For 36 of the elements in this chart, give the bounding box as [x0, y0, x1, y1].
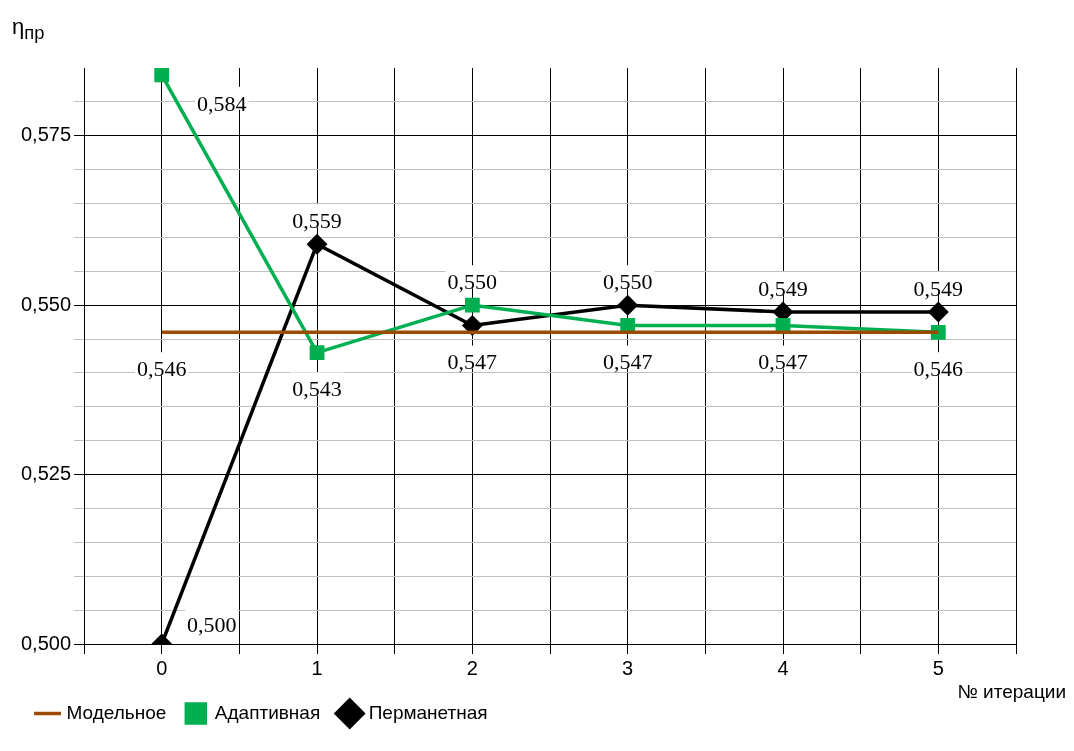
data-label: 0,550: [447, 268, 498, 294]
x-tick-label: 3: [622, 656, 634, 679]
point: [154, 68, 170, 83]
point: [620, 318, 636, 333]
point: [462, 315, 483, 336]
data-label: 0,559: [292, 207, 342, 233]
x-tick-label: 5: [932, 656, 944, 679]
data-label: 0,584: [196, 90, 247, 116]
y-tick-label: 0,500: [20, 631, 72, 654]
data-label: 0,547: [758, 349, 808, 375]
x-tick-label: 1: [311, 656, 323, 679]
y-tick-label: 0,550: [20, 292, 72, 315]
x-tick-label: 4: [777, 656, 789, 679]
data-label: 0,550: [602, 268, 653, 294]
point: [464, 297, 480, 313]
y-tick-label: 0,525: [20, 462, 72, 485]
data-label: 0,546: [913, 356, 964, 382]
point: [307, 234, 327, 254]
x-axis-title: № итерации: [957, 681, 1066, 703]
x-tick-label: 0: [156, 656, 168, 679]
data-label: 0,500: [186, 611, 237, 637]
data-label: 0,543: [292, 376, 342, 402]
data-label: 0,547: [602, 349, 653, 375]
data-label: 0,549: [913, 275, 964, 301]
legend-label: Перманетная: [368, 701, 488, 723]
y-axis-title: η$_{пр}$: [12, 14, 45, 45]
legend-label: Адаптивная: [214, 701, 321, 723]
x-tick-label: 2: [466, 656, 478, 679]
point: [928, 302, 949, 322]
data-label: 0,547: [447, 349, 498, 375]
y-tick-label: 0,575: [20, 123, 72, 146]
data-label: 0,549: [758, 275, 808, 301]
point: [309, 345, 325, 361]
data-label: 0,546: [136, 356, 187, 382]
point: [617, 295, 638, 315]
legend-label: Модельное: [66, 701, 167, 723]
